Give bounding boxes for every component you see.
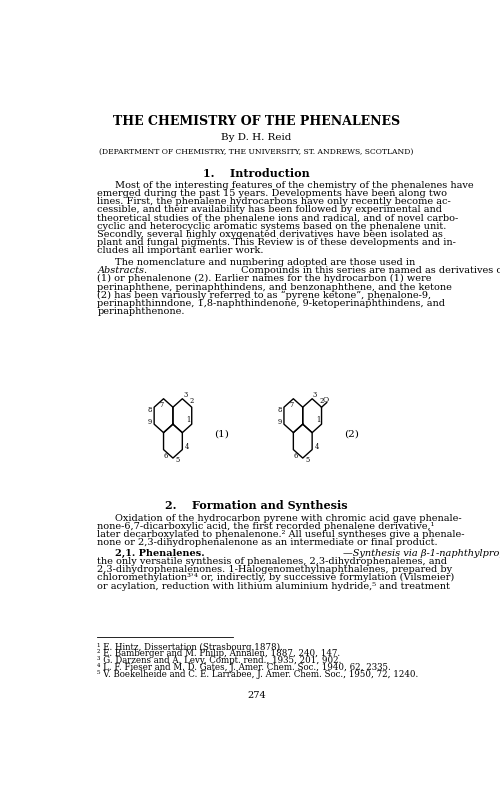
Text: cessible, and their availability has been followed by experimental and: cessible, and their availability has bee…: [98, 205, 442, 215]
Text: 3: 3: [313, 391, 317, 399]
Text: 4: 4: [314, 443, 318, 451]
Text: Oxidation of the hydrocarbon pyrene with chromic acid gave phenale-: Oxidation of the hydrocarbon pyrene with…: [115, 514, 462, 523]
Text: emerged during the past 15 years. Developments have been along two: emerged during the past 15 years. Develo…: [98, 189, 448, 198]
Text: (1) or phenalenone (2). Earlier names for the hydrocarbon (1) were: (1) or phenalenone (2). Earlier names fo…: [98, 274, 432, 284]
Text: 1.    Introduction: 1. Introduction: [203, 167, 310, 178]
Text: Compounds in this series are named as derivatives of phenalene: Compounds in this series are named as de…: [238, 266, 500, 275]
Text: ² E. Bamberger and M. Philip, Annalen, 1887, 240, 147.: ² E. Bamberger and M. Philip, Annalen, 1…: [98, 649, 340, 659]
Text: 2,3-dihydrophenalenones. 1-Halogenomethylnaphthalenes, prepared by: 2,3-dihydrophenalenones. 1-Halogenomethy…: [98, 565, 452, 575]
Text: later decarboxylated to phenalenone.² All useful syntheses give a phenale-: later decarboxylated to phenalenone.² Al…: [98, 530, 465, 539]
Text: chloromethylation³ʾ⁴ or, indirectly, by successive formylation (Vilsmeier): chloromethylation³ʾ⁴ or, indirectly, by …: [98, 573, 454, 582]
Text: 9: 9: [148, 418, 152, 426]
Text: theoretical studies of the phenalene ions and radical, and of novel carbo-: theoretical studies of the phenalene ion…: [98, 214, 458, 222]
Text: cludes all important earlier work.: cludes all important earlier work.: [98, 246, 264, 255]
Text: 6: 6: [164, 452, 168, 460]
Text: 8: 8: [278, 406, 281, 413]
Text: 8: 8: [148, 406, 152, 413]
Text: The nomenclature and numbering adopted are those used in: The nomenclature and numbering adopted a…: [115, 258, 418, 267]
Text: perinaphthenone.: perinaphthenone.: [98, 307, 185, 316]
Text: 6: 6: [293, 452, 298, 460]
Text: ⁴ L. F. Fieser and M. D. Gates, J. Amer. Chem. Soc., 1940, 62, 2335.: ⁴ L. F. Fieser and M. D. Gates, J. Amer.…: [98, 663, 391, 672]
Text: 1: 1: [186, 417, 191, 424]
Text: ⁵ V. Boekelheide and C. E. Larrabee, J. Amer. Chem. Soc., 1950, 72, 1240.: ⁵ V. Boekelheide and C. E. Larrabee, J. …: [98, 670, 418, 679]
Text: Abstracts.: Abstracts.: [98, 266, 148, 275]
Text: —Synthesis via β-1-naphthylpropionic acids.: —Synthesis via β-1-naphthylpropionic aci…: [342, 549, 500, 558]
Text: perinaphthinndone, 1,8-naphthindenone, 9-ketoperinaphthindens, and: perinaphthinndone, 1,8-naphthindenone, 9…: [98, 299, 446, 308]
Text: 3: 3: [183, 391, 188, 399]
Text: none or 2,3-dihydrophenalenone as an intermediate or final product.: none or 2,3-dihydrophenalenone as an int…: [98, 538, 438, 547]
Text: THE CHEMISTRY OF THE PHENALENES: THE CHEMISTRY OF THE PHENALENES: [112, 115, 400, 128]
Text: Secondly, several highly oxygenated derivatives have been isolated as: Secondly, several highly oxygenated deri…: [98, 230, 444, 239]
Text: or acylation, reduction with lithium aluminium hydride,⁵ and treatment: or acylation, reduction with lithium alu…: [98, 582, 450, 590]
Text: O: O: [322, 396, 328, 404]
Text: 5: 5: [305, 457, 310, 465]
Text: ³ G. Darzens and A. Levy, Compt. rend., 1935, 201, 902.: ³ G. Darzens and A. Levy, Compt. rend., …: [98, 656, 342, 665]
Text: none-6,7-dicarboxylic acid, the first recorded phenalene derivative,¹: none-6,7-dicarboxylic acid, the first re…: [98, 522, 435, 531]
Text: 274: 274: [247, 691, 266, 700]
Text: (2) has been variously referred to as “pyrene ketone”, phenalone-9,: (2) has been variously referred to as “p…: [98, 291, 431, 300]
Text: (1): (1): [214, 429, 229, 439]
Text: 2: 2: [190, 397, 194, 405]
Text: 2,1. Phenalenes.: 2,1. Phenalenes.: [115, 549, 204, 558]
Text: 1: 1: [316, 417, 320, 424]
Text: (DEPARTMENT OF CHEMISTRY, THE UNIVERSITY, ST. ANDREWS, SCOTLAND): (DEPARTMENT OF CHEMISTRY, THE UNIVERSITY…: [99, 148, 414, 156]
Text: Most of the interesting features of the chemistry of the phenalenes have: Most of the interesting features of the …: [115, 181, 474, 190]
Text: 7: 7: [160, 401, 164, 409]
Text: 7: 7: [290, 401, 294, 409]
Text: 4: 4: [184, 443, 189, 451]
Text: perinaphthene, perinaphthindens, and benzonaphthene, and the ketone: perinaphthene, perinaphthindens, and ben…: [98, 282, 452, 292]
Text: plant and fungal pigments. This Review is of these developments and in-: plant and fungal pigments. This Review i…: [98, 238, 456, 247]
Text: By D. H. Reid: By D. H. Reid: [221, 133, 292, 142]
Text: 5: 5: [175, 457, 180, 465]
Text: 9: 9: [278, 418, 281, 426]
Text: cyclic and heterocyclic aromatic systems based on the phenalene unit.: cyclic and heterocyclic aromatic systems…: [98, 222, 447, 231]
Text: the only versatile synthesis of phenalenes, 2,3-dihydrophenalenes, and: the only versatile synthesis of phenalen…: [98, 557, 448, 566]
Text: lines. First, the phenalene hydrocarbons have only recently become ac-: lines. First, the phenalene hydrocarbons…: [98, 197, 451, 206]
Text: 2.    Formation and Synthesis: 2. Formation and Synthesis: [165, 501, 348, 512]
Text: ¹ E. Hintz, Dissertation (Strasbourg 1878).: ¹ E. Hintz, Dissertation (Strasbourg 187…: [98, 643, 283, 652]
Text: 2: 2: [320, 397, 324, 405]
Text: (2): (2): [344, 429, 359, 439]
